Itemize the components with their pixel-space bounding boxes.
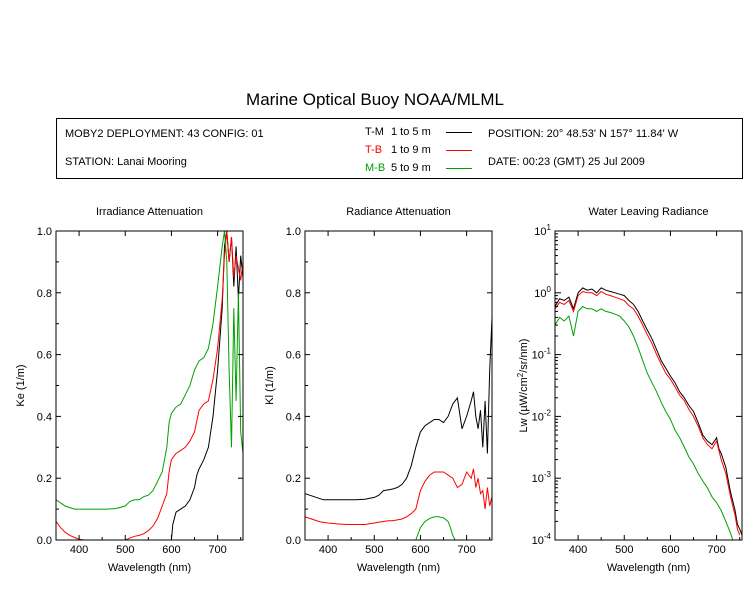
- chart3-xlabel: Wavelength (nm): [607, 562, 690, 574]
- legend-line-tm: [446, 132, 472, 133]
- chart1-xtick-label: 700: [208, 544, 226, 556]
- chart1-ytick-label: 0.4: [37, 411, 52, 423]
- chart3-series-t-m: [555, 287, 742, 536]
- chart3-series-m-b: [555, 305, 734, 540]
- chart1-xtick-label: 600: [162, 544, 180, 556]
- chart1-ytick-label: 0.0: [37, 535, 52, 547]
- chart3-ytick-label: 101: [534, 223, 551, 238]
- chart1-xtick-label: 400: [70, 544, 88, 556]
- legend-range-tb: 1 to 9 m: [391, 144, 431, 156]
- chart1-ylabel: Ke (1/m): [15, 364, 27, 406]
- chart1-ytick-label: 0.8: [37, 288, 52, 300]
- chart2-xtick-label: 700: [457, 544, 475, 556]
- chart2-ytick-label: 0.0: [286, 535, 301, 547]
- chart2-ytick-label: 1.0: [286, 226, 301, 238]
- info-box: MOBY2 DEPLOYMENT: 43 CONFIG: 01 STATION:…: [56, 118, 743, 179]
- chart1-ytick-label: 1.0: [37, 226, 52, 238]
- chart2-series-t-b: [305, 468, 492, 525]
- chart3-ytick-label: 10-3: [532, 470, 552, 485]
- chart2-series-m-b: [415, 516, 456, 540]
- legend-line-mb: [446, 168, 472, 169]
- chart2-plot-frame: [304, 230, 493, 541]
- position-info: POSITION: 20° 48.53' N 157° 11.84' W: [488, 128, 679, 140]
- chart2-series-t-m: [305, 317, 492, 501]
- chart3-xtick-label: 600: [661, 544, 679, 556]
- chart3-ytick-label: 10-2: [532, 408, 552, 423]
- chart3-series-t-b: [555, 290, 741, 536]
- chart3-ylabel: Lw (µW/cm2/sr/nm): [516, 339, 530, 433]
- chart1-series-t-b: [56, 231, 243, 540]
- chart2-xtick-label: 600: [411, 544, 429, 556]
- chart2-xtick-label: 500: [365, 544, 383, 556]
- chart3-title: Water Leaving Radiance: [588, 206, 708, 218]
- chart1-xlabel: Wavelength (nm): [108, 562, 191, 574]
- chart1-xtick-label: 500: [116, 544, 134, 556]
- chart2-ytick-label: 0.2: [286, 473, 301, 485]
- legend-code-tm: T-M: [365, 126, 384, 138]
- legend-code-mb: M-B: [365, 162, 386, 174]
- chart3-xtick-label: 400: [569, 544, 587, 556]
- station-info: STATION: Lanai Mooring: [65, 156, 187, 168]
- chart2-ytick-label: 0.8: [286, 288, 301, 300]
- chart3-plot-frame: [554, 230, 743, 541]
- chart2-ylabel: Kl (1/m): [264, 366, 276, 405]
- legend-range-tm: 1 to 5 m: [391, 126, 431, 138]
- chart1-ytick-label: 0.2: [37, 473, 52, 485]
- chart2-ytick-label: 0.4: [286, 411, 301, 423]
- legend-code-tb: T-B: [365, 144, 383, 156]
- chart3-xtick-label: 500: [615, 544, 633, 556]
- chart2-xlabel: Wavelength (nm): [357, 562, 440, 574]
- legend-line-tb: [446, 150, 472, 151]
- chart3-xtick-label: 700: [707, 544, 725, 556]
- chart1-ytick-label: 0.6: [37, 350, 52, 362]
- chart3-ytick-label: 100: [534, 285, 551, 300]
- chart2-title: Radiance Attenuation: [346, 206, 451, 218]
- chart3-ytick-label: 10-4: [532, 532, 552, 547]
- chart3-ytick-label: 10-1: [532, 347, 552, 362]
- date-info: DATE: 00:23 (GMT) 25 Jul 2009: [488, 156, 645, 168]
- deployment-info: MOBY2 DEPLOYMENT: 43 CONFIG: 01: [65, 128, 264, 140]
- chart1-title: Irradiance Attenuation: [96, 206, 203, 218]
- chart1-series-m-b: [56, 231, 243, 510]
- chart2-xtick-label: 400: [319, 544, 337, 556]
- legend-range-mb: 5 to 9 m: [391, 162, 431, 174]
- chart2-ytick-label: 0.6: [286, 350, 301, 362]
- chart-main-title: Marine Optical Buoy NOAA/MLML: [246, 90, 504, 109]
